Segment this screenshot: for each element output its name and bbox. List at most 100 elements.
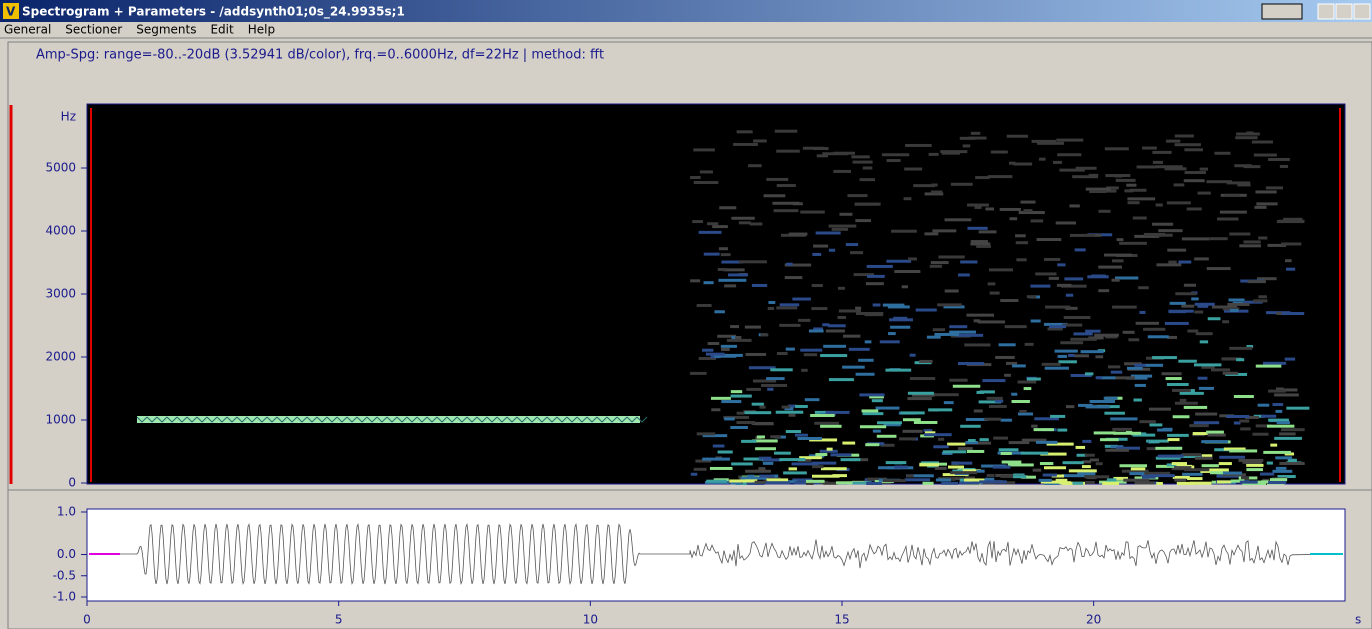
- spectro-blob: [1104, 397, 1118, 400]
- spectro-blob: [1098, 289, 1109, 292]
- spectro-blob: [1194, 421, 1219, 424]
- spectro-blob: [1113, 432, 1141, 435]
- spectro-blob: [876, 407, 900, 410]
- close-button[interactable]: [1354, 4, 1370, 19]
- spectro-blob: [1043, 474, 1057, 477]
- spectro-blob: [1219, 456, 1245, 459]
- spectro-blob: [1274, 393, 1299, 396]
- spectro-blob: [1000, 208, 1021, 211]
- maximize-button[interactable]: [1336, 4, 1352, 19]
- menu-item[interactable]: Sectioner: [65, 23, 122, 37]
- spectro-blob: [1220, 211, 1247, 214]
- spectro-blob: [1064, 277, 1083, 280]
- spectro-blob: [862, 409, 879, 412]
- spectro-blob: [894, 270, 920, 273]
- spectro-blob: [1005, 325, 1027, 328]
- spectro-blob: [1283, 218, 1302, 221]
- spectro-blob: [1076, 446, 1086, 449]
- menu-item[interactable]: Segments: [136, 23, 196, 37]
- spectro-blob: [731, 395, 752, 398]
- spectro-blob: [1045, 306, 1070, 309]
- spectro-blob: [1069, 469, 1097, 472]
- spectro-blob: [1050, 415, 1065, 418]
- y-tick-label: 0: [68, 476, 76, 490]
- spectro-blob: [1074, 354, 1088, 357]
- spectro-blob: [924, 232, 938, 235]
- spectro-blob: [792, 298, 811, 301]
- spectro-blob: [801, 369, 808, 372]
- y-tick-label: 1.0: [57, 505, 76, 519]
- spectro-blob: [966, 314, 994, 317]
- spectro-blob: [1286, 268, 1295, 271]
- spectro-blob: [873, 430, 881, 433]
- spectro-blob: [847, 194, 867, 197]
- spectro-blob: [1175, 402, 1198, 405]
- spectro-blob: [1021, 201, 1036, 204]
- waveform-plot: [87, 509, 1345, 601]
- spectro-blob: [812, 465, 823, 468]
- spectro-blob: [968, 439, 976, 442]
- spectro-blob: [797, 437, 821, 440]
- spectro-blob: [1076, 167, 1097, 170]
- menu-item[interactable]: General: [4, 23, 51, 37]
- spectro-blob: [914, 421, 937, 424]
- spectro-blob: [1260, 473, 1274, 476]
- spectro-blob: [1031, 320, 1041, 323]
- spectro-blob: [1056, 221, 1076, 224]
- spectro-blob: [1182, 453, 1201, 456]
- spectro-blob: [1071, 482, 1083, 485]
- spectro-blob: [908, 257, 917, 260]
- spectro-blob: [1044, 466, 1066, 469]
- menu-item[interactable]: Edit: [210, 23, 234, 37]
- spectro-blob: [1268, 481, 1286, 484]
- spectro-blob: [1236, 358, 1244, 361]
- menu-item[interactable]: Help: [248, 23, 275, 37]
- spectro-blob: [745, 326, 761, 329]
- spectro-blob: [982, 379, 1005, 382]
- spectro-blob: [995, 356, 1015, 359]
- minimize-button[interactable]: [1318, 4, 1334, 19]
- spectro-blob: [1198, 192, 1211, 195]
- spectro-blob: [993, 466, 1011, 469]
- spectro-blob: [1001, 419, 1012, 422]
- spectro-blob: [822, 152, 847, 155]
- spectro-blob: [731, 217, 754, 220]
- y-unit: Hz: [61, 110, 76, 124]
- spectro-blob: [832, 474, 847, 477]
- spectro-blob: [766, 478, 788, 481]
- spectro-blob: [1066, 405, 1074, 408]
- spectro-blob: [1045, 367, 1069, 370]
- spectro-blob: [724, 417, 735, 420]
- spectro-blob: [812, 284, 823, 287]
- spectro-blob: [1053, 161, 1062, 164]
- spectro-blob: [1227, 303, 1249, 306]
- spectro-blob: [1175, 143, 1201, 146]
- spectro-blob: [985, 207, 994, 210]
- spectro-blob: [888, 305, 910, 308]
- spectro-blob: [907, 397, 931, 400]
- spectro-blob: [812, 253, 821, 256]
- spectro-blob: [718, 279, 746, 282]
- spectro-blob: [1243, 240, 1260, 243]
- spectro-blob: [719, 247, 728, 250]
- spectro-blob: [1115, 376, 1135, 379]
- spectro-blob: [1258, 236, 1267, 239]
- spectro-blob: [1222, 320, 1229, 323]
- spectro-blob: [828, 324, 846, 327]
- spectro-blob: [905, 478, 930, 481]
- spectro-blob: [1031, 425, 1037, 428]
- spectro-blob: [924, 433, 952, 436]
- spectro-blob: [903, 430, 923, 433]
- spectro-blob: [1195, 457, 1213, 460]
- spectro-blob: [1063, 461, 1084, 464]
- spectro-blob: [999, 343, 1016, 346]
- spectro-blob: [938, 255, 964, 258]
- spectro-blob: [1057, 153, 1081, 156]
- spectro-blob: [967, 450, 984, 453]
- spectro-blob: [731, 390, 742, 393]
- spectro-blob: [1131, 467, 1145, 470]
- layout-button[interactable]: [1262, 4, 1302, 19]
- spectro-blob: [1158, 455, 1184, 458]
- spectro-blob: [1165, 322, 1189, 325]
- spectro-blob: [886, 461, 907, 464]
